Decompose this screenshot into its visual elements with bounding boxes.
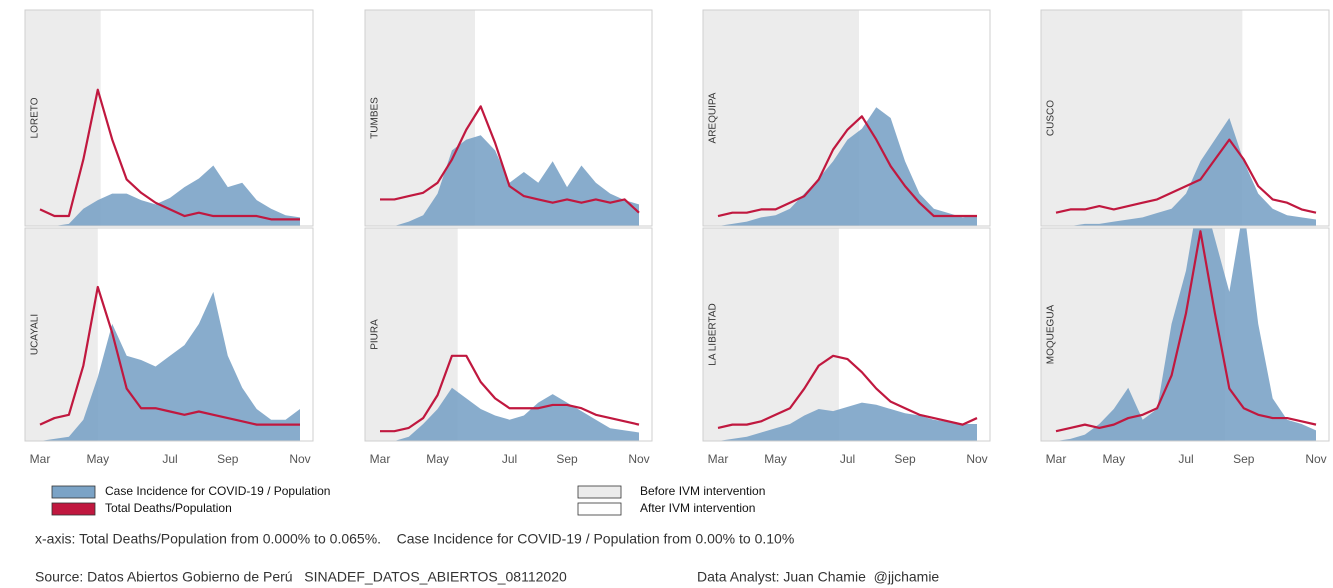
- panel-plot: [365, 10, 640, 226]
- cases-area: [380, 387, 639, 441]
- legend-label: Total Deaths/Population: [105, 501, 232, 515]
- panel: TUMBES: [364, 9, 653, 227]
- x-tick-label: May: [1102, 452, 1125, 466]
- panel: LA LIBERTAD: [702, 227, 991, 442]
- source: Source: Datos Abiertos Gobierno de Perú …: [35, 569, 567, 585]
- x-tick-label: Nov: [1305, 452, 1326, 466]
- legend-label: Before IVM intervention: [640, 484, 765, 498]
- x-tick-label: Jul: [502, 452, 517, 466]
- panel: UCAYALI: [24, 227, 314, 442]
- cases-area: [40, 291, 300, 441]
- legend-swatch: [577, 502, 622, 516]
- x-tick-label: Nov: [289, 452, 310, 466]
- legend-label: Case Incidence for COVID-19 / Population: [105, 484, 330, 498]
- x-tick-label: Sep: [1233, 452, 1255, 466]
- panel-border: [364, 227, 653, 442]
- deaths-line: [1055, 138, 1317, 214]
- legend-label: After IVM intervention: [640, 501, 755, 515]
- panel-border: [1040, 9, 1330, 227]
- x-tick-label: Sep: [894, 452, 916, 466]
- panel-plot: [365, 228, 640, 441]
- legend-swatch: [51, 485, 96, 499]
- region-label: LA LIBERTAD: [708, 303, 719, 365]
- panel: AREQUIPA: [702, 9, 991, 227]
- x-tick-label: Nov: [966, 452, 987, 466]
- x-tick-label: Nov: [628, 452, 649, 466]
- region-label: MOQUEGUA: [1046, 304, 1057, 364]
- cases-area: [380, 135, 639, 226]
- deaths-line: [380, 105, 640, 214]
- cases-area: [40, 165, 300, 226]
- panel-border: [702, 227, 991, 442]
- x-tick-label: Jul: [162, 452, 177, 466]
- x-tick-label: Sep: [556, 452, 578, 466]
- region-label: TUMBES: [370, 97, 381, 139]
- panel-border: [24, 9, 314, 227]
- panel: CUSCO: [1040, 9, 1330, 227]
- before-ivm-shade: [25, 228, 98, 441]
- x-tick-label: Mar: [30, 452, 51, 466]
- panel: LORETO: [24, 9, 314, 227]
- x-tick-label: Jul: [840, 452, 855, 466]
- x-tick-label: May: [764, 452, 787, 466]
- x-tick-label: May: [86, 452, 109, 466]
- deaths-line: [39, 88, 300, 221]
- x-tick-label: May: [426, 452, 449, 466]
- deaths-line: [39, 285, 300, 426]
- panel-plot: [1041, 228, 1317, 441]
- region-label: PIURA: [370, 319, 381, 350]
- x-tick-label: Jul: [1178, 452, 1193, 466]
- panel-plot: [25, 10, 300, 226]
- deaths-line: [717, 354, 978, 429]
- x-tick-label: Mar: [370, 452, 391, 466]
- panel-plot: [1041, 10, 1317, 226]
- panel-plot: [703, 10, 977, 226]
- cases-area: [718, 402, 977, 441]
- deaths-line: [380, 354, 640, 433]
- deaths-line: [1055, 230, 1317, 433]
- x-tick-label: Mar: [1046, 452, 1067, 466]
- region-label: AREQUIPA: [708, 92, 719, 143]
- panel-plot: [703, 228, 978, 441]
- panel-border: [24, 227, 314, 442]
- axis-note: x-axis: Total Deaths/Population from 0.0…: [35, 531, 794, 547]
- legend-swatch: [51, 502, 96, 516]
- before-ivm-shade: [703, 228, 839, 441]
- cases-area: [718, 107, 977, 226]
- region-label: LORETO: [30, 97, 41, 138]
- panel-border: [702, 9, 991, 227]
- x-tick-label: Sep: [217, 452, 239, 466]
- panel: MOQUEGUA: [1040, 227, 1330, 442]
- region-label: UCAYALI: [30, 314, 41, 355]
- panel-plot: [25, 228, 300, 441]
- region-label: CUSCO: [1046, 100, 1057, 136]
- cases-area: [1056, 228, 1316, 441]
- before-ivm-shade: [25, 10, 101, 226]
- panel: PIURA: [364, 227, 653, 442]
- deaths-line: [717, 115, 977, 218]
- cases-area: [1056, 118, 1316, 226]
- x-tick-label: Mar: [708, 452, 729, 466]
- panel-border: [1040, 227, 1330, 442]
- panel-border: [364, 9, 653, 227]
- analyst: Data Analyst: Juan Chamie @jjchamie: [697, 569, 939, 585]
- legend-swatch: [577, 485, 622, 499]
